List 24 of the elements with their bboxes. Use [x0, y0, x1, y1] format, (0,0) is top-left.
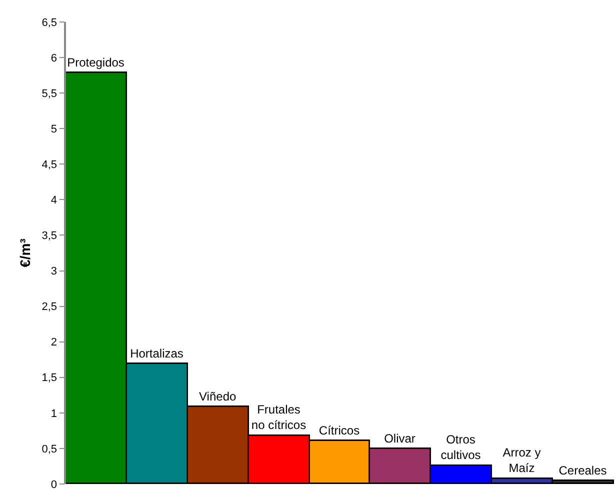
x-tick-label: Olivar — [384, 431, 416, 446]
x-tick-label: Viñedo — [199, 389, 236, 404]
y-tick-label: 1 — [50, 408, 58, 420]
y-tick-label: 6,5 — [42, 16, 58, 29]
y-tick-label: 3 — [50, 266, 58, 278]
x-tick-label: Cereales — [558, 463, 607, 478]
y-tick-label: 0,5 — [42, 443, 58, 456]
y-tick-label: 3,5 — [42, 230, 58, 242]
x-tick-label: Frutales no cítricos — [251, 402, 306, 432]
y-tick-label: 5 — [50, 123, 58, 136]
y-tick-label: 2,5 — [42, 301, 58, 314]
y-tick-label: 6 — [50, 52, 58, 64]
y-tick-label: 1,5 — [42, 372, 58, 384]
y-tick-label: 5,5 — [42, 88, 58, 100]
y-tick-label: 0 — [50, 478, 58, 491]
x-tick-label: Hortalizas — [130, 346, 184, 360]
x-tick-label: Cítricos — [318, 423, 360, 438]
x-tick-label: Otros cultivos — [440, 432, 481, 462]
y-tick-label: 4 — [50, 194, 58, 207]
y-tick-label: 2 — [50, 336, 58, 349]
y-axis-title: €/m³ — [16, 238, 33, 268]
y-tick-label: 4,5 — [42, 159, 58, 171]
x-tick-label: Arroz y Maíz — [502, 446, 541, 476]
x-tick-label: Protegidos — [67, 55, 124, 70]
